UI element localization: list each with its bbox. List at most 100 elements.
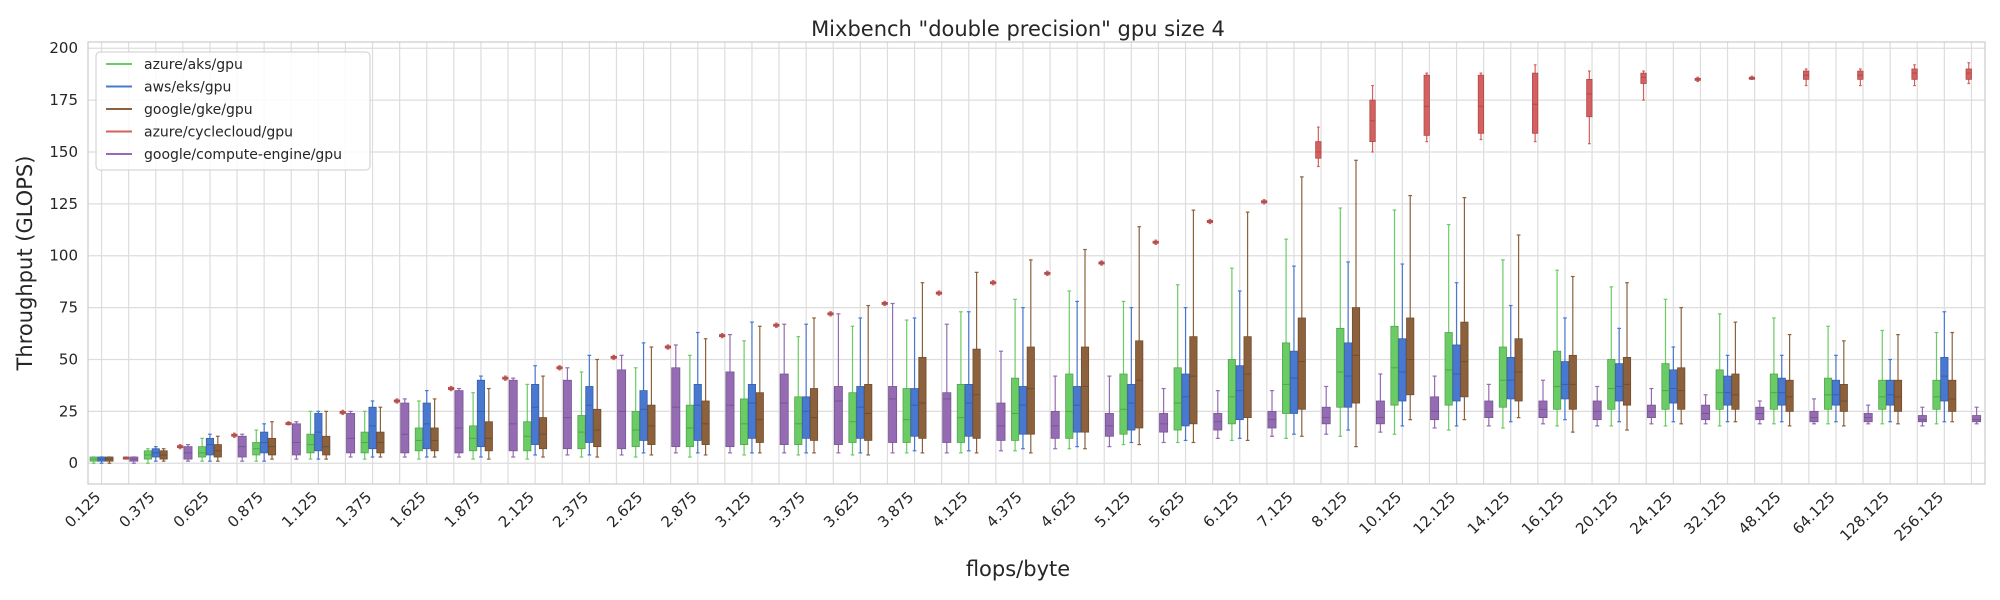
box-iqr xyxy=(346,413,356,454)
box-aws-eks-gpu xyxy=(205,433,215,462)
box-azure-aks-gpu xyxy=(1498,259,1507,429)
box-google-compute-engine-gpu xyxy=(942,323,952,454)
box-iqr xyxy=(1227,359,1236,425)
box-iqr xyxy=(1011,377,1020,441)
box-iqr xyxy=(1375,400,1385,425)
box-aws-eks-gpu xyxy=(1018,307,1028,450)
box-azure-aks-gpu xyxy=(902,319,911,454)
box-google-compute-engine-gpu xyxy=(1538,379,1548,425)
box-iqr xyxy=(1430,396,1440,421)
box-iqr xyxy=(1592,400,1602,421)
box-iqr xyxy=(1026,346,1035,435)
box-azure-cyclecloud-gpu xyxy=(1369,84,1376,153)
box-iqr xyxy=(1965,68,1972,80)
box-aws-eks-gpu xyxy=(476,375,486,458)
box-iqr xyxy=(400,402,410,454)
box-google-compute-engine-gpu xyxy=(725,333,735,454)
box-azure-cyclecloud-gpu xyxy=(990,280,997,286)
box-azure-cyclecloud-gpu xyxy=(1911,64,1918,87)
box-google-compute-engine-gpu xyxy=(1267,390,1277,437)
box-iqr xyxy=(693,383,702,441)
box-azure-cyclecloud-gpu xyxy=(339,409,346,416)
box-iqr xyxy=(1532,72,1539,134)
box-google-compute-engine-gpu xyxy=(1701,394,1711,425)
box-google-gke-gpu xyxy=(1243,211,1252,442)
box-iqr xyxy=(205,437,215,456)
box-iqr xyxy=(1289,350,1299,414)
box-iqr xyxy=(910,388,919,437)
box-iqr xyxy=(1460,321,1469,398)
box-google-gke-gpu xyxy=(1135,226,1144,446)
box-iqr xyxy=(454,390,464,454)
y-axis-ticks: 0 25 50 75 100 125 150 175 200 xyxy=(49,39,78,472)
box-azure-aks-gpu xyxy=(740,340,749,456)
box-azure-cyclecloud-gpu xyxy=(827,311,834,317)
box-iqr xyxy=(1622,357,1632,406)
y-tick-label: 150 xyxy=(49,143,78,161)
box-aws-eks-gpu xyxy=(856,317,865,454)
box-iqr xyxy=(802,396,811,439)
box-azure-cyclecloud-gpu xyxy=(1694,76,1701,83)
box-azure-cyclecloud-gpu xyxy=(1206,218,1214,225)
box-aws-eks-gpu xyxy=(693,331,702,454)
box-google-compute-engine-gpu xyxy=(1809,398,1819,425)
box-iqr xyxy=(1390,325,1399,406)
box-google-compute-engine-gpu xyxy=(888,302,898,454)
box-azure-aks-gpu xyxy=(631,367,640,458)
box-aws-eks-gpu xyxy=(1831,354,1841,423)
box-iqr xyxy=(1640,72,1647,84)
box-google-gke-gpu xyxy=(1297,176,1306,437)
box-azure-aks-gpu xyxy=(143,448,152,464)
box-azure-aks-gpu xyxy=(469,392,478,460)
box-azure-aks-gpu xyxy=(306,410,315,460)
box-iqr xyxy=(1785,379,1794,412)
box-azure-cyclecloud-gpu xyxy=(285,421,292,426)
box-google-gke-gpu xyxy=(1080,248,1090,450)
box-iqr xyxy=(1831,379,1841,406)
box-aws-eks-gpu xyxy=(1073,300,1082,448)
box-azure-cyclecloud-gpu xyxy=(231,432,238,438)
box-iqr xyxy=(779,373,789,445)
box-azure-cyclecloud-gpu xyxy=(1098,260,1105,266)
box-azure-aks-gpu xyxy=(848,325,857,456)
box-google-gke-gpu xyxy=(1189,209,1198,444)
box-google-compute-engine-gpu xyxy=(1159,387,1169,444)
box-google-gke-gpu xyxy=(1839,340,1848,427)
box-iqr xyxy=(198,446,207,458)
box-google-gke-gpu xyxy=(755,325,764,454)
box-azure-aks-gpu xyxy=(1553,269,1562,427)
box-google-gke-gpu xyxy=(376,406,385,458)
box-iqr xyxy=(585,386,594,443)
box-azure-cyclecloud-gpu xyxy=(1586,70,1593,145)
box-azure-aks-gpu xyxy=(1119,300,1128,446)
box-iqr xyxy=(755,392,764,443)
box-azure-aks-gpu xyxy=(1824,325,1833,425)
box-azure-cyclecloud-gpu xyxy=(1044,270,1051,277)
box-google-gke-gpu xyxy=(972,271,981,454)
box-azure-cyclecloud-gpu xyxy=(122,456,130,460)
box-iqr xyxy=(833,386,843,445)
box-aws-eks-gpu xyxy=(1560,317,1570,421)
box-aws-eks-gpu xyxy=(314,410,323,460)
legend-label: aws/eks/gpu xyxy=(144,80,231,96)
box-iqr xyxy=(291,423,301,456)
box-aws-eks-gpu xyxy=(97,456,106,464)
box-azure-aks-gpu xyxy=(577,371,586,458)
box-iqr xyxy=(1824,377,1833,410)
box-iqr xyxy=(484,421,493,452)
legend-items: azure/aks/gpu aws/eks/gpu google/gke/gpu az… xyxy=(106,57,342,163)
box-google-compute-engine-gpu xyxy=(779,323,789,454)
box-iqr xyxy=(322,435,331,456)
box-iqr xyxy=(1731,373,1740,410)
box-iqr xyxy=(1723,375,1732,406)
box-iqr xyxy=(1498,346,1507,408)
box-google-gke-gpu xyxy=(322,410,331,460)
box-iqr xyxy=(1701,404,1711,421)
box-azure-cyclecloud-gpu xyxy=(1857,68,1864,87)
box-iqr xyxy=(1423,74,1430,136)
box-aws-eks-gpu xyxy=(422,390,431,458)
box-iqr xyxy=(1917,415,1927,423)
box-google-compute-engine-gpu xyxy=(1375,373,1385,433)
box-google-compute-engine-gpu xyxy=(562,367,572,456)
